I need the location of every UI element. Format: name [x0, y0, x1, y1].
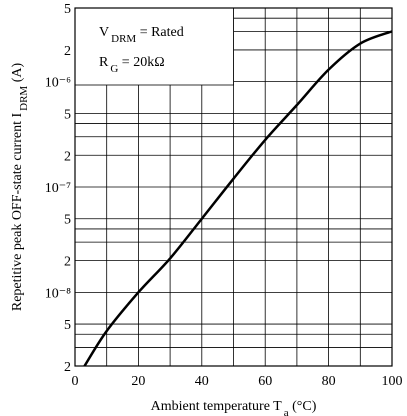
- y-axis-label-part: DRM: [18, 86, 30, 111]
- annotation-part: V: [99, 25, 109, 40]
- annotation-part: = Rated: [136, 25, 184, 40]
- y-tick-label: 5: [64, 213, 71, 228]
- annotation-part: R: [99, 55, 109, 70]
- annotation-part: DRM: [111, 33, 136, 45]
- x-axis-label-part: Ambient temperature T: [151, 399, 283, 414]
- annotation-part: G: [110, 63, 118, 75]
- x-tick-label: 40: [195, 374, 209, 389]
- y-tick-label: 2: [64, 149, 71, 164]
- x-tick-label: 100: [382, 374, 403, 389]
- x-axis-label-part: (°C): [289, 399, 317, 414]
- annotation: V DRM = Rated: [99, 25, 184, 45]
- y-tick-label: 10⁻⁸: [45, 286, 71, 301]
- data-line: [83, 30, 393, 367]
- y-tick-label: 10⁻⁷: [45, 181, 71, 196]
- y-tick-label: 5: [64, 107, 71, 122]
- x-tick-label: 20: [131, 374, 145, 389]
- y-tick-label: 2: [64, 255, 71, 270]
- y-axis-label-part: Repetitive peak OFF-state current I: [10, 113, 25, 312]
- x-tick-label: 80: [322, 374, 336, 389]
- y-tick-label: 5: [64, 2, 71, 17]
- plot-frame: [74, 7, 393, 367]
- y-tick-label: 5: [64, 318, 71, 333]
- x-axis-label-part: a: [284, 407, 289, 416]
- y-axis-label: Repetitive peak OFF-state current I DRM (…: [10, 63, 30, 312]
- x-tick-label: 60: [258, 374, 272, 389]
- y-tick-label: 10⁻⁶: [45, 76, 71, 91]
- y-tick-label: 2: [64, 44, 71, 59]
- y-axis-label-part: (A): [10, 63, 25, 86]
- x-tick-label: 0: [72, 374, 79, 389]
- annotation-box: [74, 7, 234, 86]
- y-tick-label: 2: [64, 360, 71, 375]
- annotation-part: = 20kΩ: [118, 55, 164, 70]
